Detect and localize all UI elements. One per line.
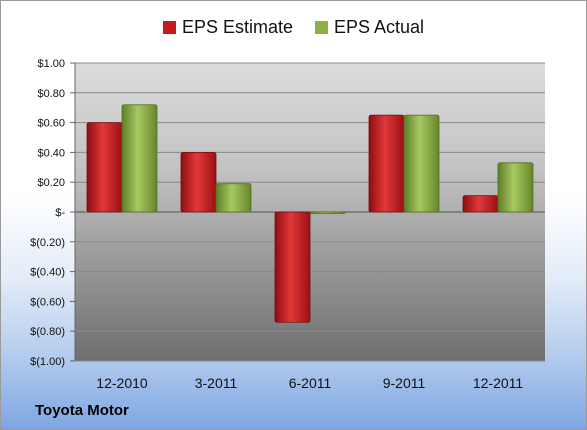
bar-estimate-12-2010 [86, 122, 123, 213]
x-category-label: 3-2011 [195, 375, 238, 391]
bar-actual-12-2011 [497, 162, 534, 213]
legend-swatch-estimate [162, 21, 176, 34]
y-tick-label: $0.40 [37, 147, 65, 159]
y-tick-label: $- [55, 207, 65, 219]
bar-estimate-6-2011 [274, 211, 311, 323]
bar-actual-6-2011 [309, 211, 346, 214]
y-tick-label: $(0.80) [30, 326, 65, 338]
bar-actual-9-2011 [403, 114, 440, 213]
bar-actual-12-2010 [121, 104, 158, 213]
y-tick-label: $(0.40) [30, 267, 65, 279]
y-tick-label: $(0.60) [30, 296, 65, 308]
bar-estimate-12-2011 [462, 195, 499, 213]
x-category-label: 9-2011 [383, 375, 426, 391]
bar-estimate-3-2011 [180, 151, 217, 213]
y-tick-label: $(0.20) [30, 237, 65, 249]
chart-legend: EPS Estimate EPS Actual [1, 17, 586, 38]
legend-item-estimate: EPS Estimate [162, 17, 293, 38]
x-category-label: 6-2011 [289, 375, 332, 391]
x-category-label: 12-2010 [96, 375, 148, 391]
y-tick-label: $0.60 [37, 118, 65, 130]
y-tick-label: $(1.00) [30, 356, 65, 368]
legend-label-actual: EPS Actual [333, 17, 425, 37]
legend-swatch-actual [314, 21, 328, 34]
x-axis-labels: 12-2010 3-2011 6-2011 9-2011 12-2011 [96, 375, 523, 391]
y-tick-label: $1.00 [37, 58, 65, 70]
x-category-label: 12-2011 [473, 375, 524, 391]
legend-item-actual: EPS Actual [314, 17, 425, 38]
bar-estimate-9-2011 [368, 114, 405, 213]
y-axis-ticks: $1.00 $0.80 $0.60 $0.40 $0.20 $- $(0.20) $(0.40… [30, 58, 76, 368]
y-tick-label: $0.80 [37, 88, 65, 100]
company-name: Toyota Motor [35, 402, 129, 419]
y-tick-label: $0.20 [37, 177, 65, 189]
legend-label-estimate: EPS Estimate [181, 17, 293, 37]
bar-actual-3-2011 [215, 183, 252, 213]
bars [86, 104, 534, 323]
